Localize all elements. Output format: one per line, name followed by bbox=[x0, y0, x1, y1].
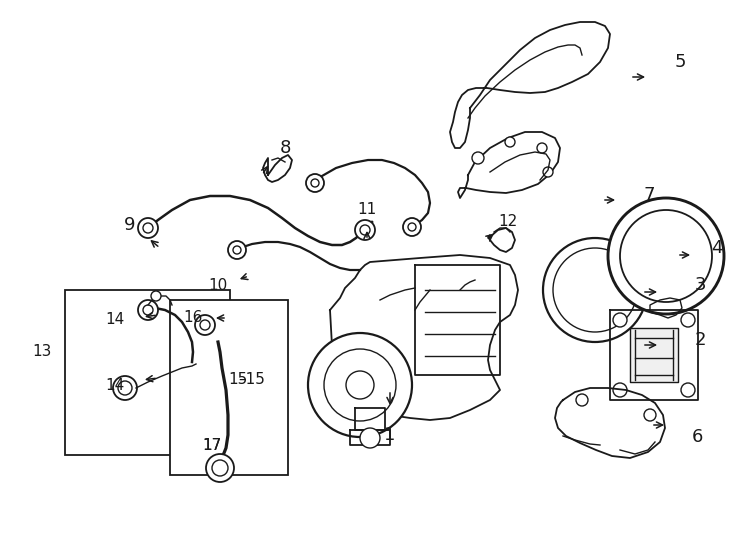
Polygon shape bbox=[555, 388, 665, 458]
Polygon shape bbox=[650, 298, 682, 318]
Circle shape bbox=[311, 179, 319, 187]
Circle shape bbox=[543, 167, 553, 177]
Polygon shape bbox=[415, 265, 500, 375]
Circle shape bbox=[360, 225, 370, 235]
Circle shape bbox=[576, 394, 588, 406]
Text: 14: 14 bbox=[106, 313, 125, 327]
Polygon shape bbox=[458, 132, 560, 198]
Circle shape bbox=[681, 383, 695, 397]
Text: 16: 16 bbox=[184, 309, 203, 325]
Circle shape bbox=[360, 428, 380, 448]
Circle shape bbox=[505, 137, 515, 147]
Circle shape bbox=[143, 305, 153, 315]
Circle shape bbox=[403, 218, 421, 236]
Circle shape bbox=[613, 383, 627, 397]
Circle shape bbox=[195, 315, 215, 335]
Text: 1: 1 bbox=[385, 426, 396, 444]
Circle shape bbox=[138, 218, 158, 238]
Text: –15: –15 bbox=[238, 373, 265, 388]
Circle shape bbox=[355, 220, 375, 240]
Circle shape bbox=[200, 320, 210, 330]
Polygon shape bbox=[350, 430, 390, 445]
Text: 8: 8 bbox=[280, 139, 291, 157]
Circle shape bbox=[408, 223, 416, 231]
Polygon shape bbox=[450, 22, 610, 148]
Circle shape bbox=[151, 291, 161, 301]
Circle shape bbox=[472, 152, 484, 164]
Text: 15: 15 bbox=[228, 373, 247, 388]
Text: 9: 9 bbox=[124, 216, 136, 234]
Text: 17: 17 bbox=[203, 437, 222, 453]
Text: 10: 10 bbox=[208, 278, 228, 293]
Circle shape bbox=[608, 198, 724, 314]
Text: 17: 17 bbox=[203, 437, 222, 453]
Text: 11: 11 bbox=[357, 202, 377, 218]
Polygon shape bbox=[630, 328, 678, 382]
Polygon shape bbox=[330, 255, 518, 420]
Circle shape bbox=[537, 143, 547, 153]
Bar bbox=[170, 300, 288, 475]
Polygon shape bbox=[263, 155, 292, 182]
Text: 3: 3 bbox=[694, 276, 706, 294]
Circle shape bbox=[613, 313, 627, 327]
Circle shape bbox=[118, 381, 132, 395]
Circle shape bbox=[113, 376, 137, 400]
Circle shape bbox=[212, 460, 228, 476]
Circle shape bbox=[308, 333, 412, 437]
Circle shape bbox=[233, 246, 241, 254]
Circle shape bbox=[681, 313, 695, 327]
Circle shape bbox=[346, 371, 374, 399]
Polygon shape bbox=[610, 310, 698, 400]
Text: 7: 7 bbox=[643, 186, 655, 204]
Text: 4: 4 bbox=[711, 239, 723, 257]
Circle shape bbox=[644, 409, 656, 421]
Text: 12: 12 bbox=[498, 214, 517, 230]
Circle shape bbox=[553, 248, 637, 332]
Circle shape bbox=[228, 241, 246, 259]
Circle shape bbox=[143, 223, 153, 233]
Circle shape bbox=[138, 300, 158, 320]
Polygon shape bbox=[488, 228, 515, 252]
Circle shape bbox=[306, 174, 324, 192]
Text: 6: 6 bbox=[691, 428, 702, 446]
Polygon shape bbox=[355, 408, 385, 430]
Text: 13: 13 bbox=[32, 345, 51, 360]
Text: 2: 2 bbox=[694, 331, 706, 349]
Text: 14: 14 bbox=[106, 377, 125, 393]
Circle shape bbox=[324, 349, 396, 421]
Bar bbox=[65, 290, 230, 455]
Circle shape bbox=[543, 238, 647, 342]
Circle shape bbox=[206, 454, 234, 482]
Text: 5: 5 bbox=[675, 53, 686, 71]
Circle shape bbox=[620, 210, 712, 302]
